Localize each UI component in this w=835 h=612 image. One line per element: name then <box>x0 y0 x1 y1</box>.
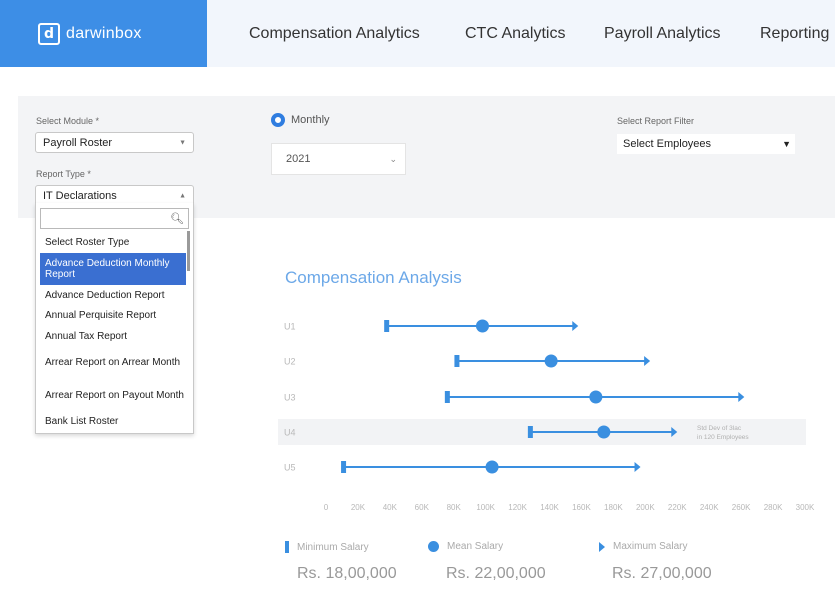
chevron-up-icon: ▲ <box>179 192 186 200</box>
chevron-down-icon: ⌄ <box>389 153 397 164</box>
nav-compensation-analytics[interactable]: Compensation Analytics <box>249 24 420 42</box>
monthly-radio-label[interactable]: Monthly <box>291 114 330 126</box>
nav-payroll-analytics[interactable]: Payroll Analytics <box>604 24 721 42</box>
x-tick-label: 120K <box>508 503 527 512</box>
min-marker <box>454 355 460 367</box>
report-filter-label: Select Report Filter <box>617 116 695 126</box>
legend-mean-value: Rs. 22,00,000 <box>446 565 546 582</box>
row-label: U4 <box>284 428 296 438</box>
report-filter-select-value: Select Employees <box>623 138 712 150</box>
row-label: U5 <box>284 463 296 473</box>
x-tick-label: 80K <box>447 503 462 512</box>
x-tick-label: 140K <box>540 503 559 512</box>
report-type-dropdown: 🔍︎ Select Roster Type Advance Deduction … <box>35 203 194 434</box>
row-label: U1 <box>284 322 296 332</box>
module-label: Select Module * <box>36 116 100 126</box>
legend-min-label: Minimum Salary <box>297 541 369 553</box>
min-marker <box>527 426 533 438</box>
logo[interactable]: d darwinbox <box>0 0 207 67</box>
legend-max-salary: Maximum Salary <box>599 541 687 552</box>
dot-marker-icon <box>428 541 439 552</box>
monthly-radio[interactable] <box>271 113 285 127</box>
dropdown-item-advance-deduction-report[interactable]: Advance Deduction Report <box>45 289 165 301</box>
dropdown-item-arrear-report-arrear-month[interactable]: Arrear Report on Arrear Month <box>45 356 181 368</box>
legend-min-salary: Minimum Salary <box>285 541 369 553</box>
dropdown-scrollbar[interactable] <box>187 231 190 271</box>
max-marker <box>671 427 678 437</box>
dropdown-item-select-roster-type[interactable]: Select Roster Type <box>45 236 130 248</box>
dropdown-item-arrear-report-payout-month[interactable]: Arrear Report on Payout Month <box>45 389 184 401</box>
legend-max-label: Maximum Salary <box>613 541 688 552</box>
dropdown-item-annual-perquisite-report[interactable]: Annual Perquisite Report <box>45 309 157 321</box>
x-tick-label: 40K <box>383 503 398 512</box>
row-label: U2 <box>284 357 296 367</box>
min-marker <box>341 461 347 473</box>
report-type-select[interactable]: IT Declarations ▲ <box>35 185 194 206</box>
mean-marker <box>475 319 489 333</box>
row-label: U3 <box>284 393 296 403</box>
chevron-down-icon: ▼ <box>179 139 186 146</box>
max-marker <box>644 356 651 366</box>
row-highlight <box>278 419 806 445</box>
max-marker <box>738 392 745 402</box>
top-bar: d darwinbox Compensation Analytics CTC A… <box>0 0 835 67</box>
x-tick-label: 0 <box>324 503 329 512</box>
x-tick-label: 60K <box>415 503 430 512</box>
x-tick-label: 200K <box>636 503 655 512</box>
mean-marker <box>589 390 603 404</box>
module-select[interactable]: Payroll Roster ▼ <box>35 132 194 153</box>
logo-text: darwinbox <box>66 24 142 42</box>
year-select[interactable]: 2021 ⌄ <box>271 143 406 175</box>
min-marker <box>444 391 450 403</box>
x-tick-label: 300K <box>796 503 815 512</box>
report-type-label: Report Type * <box>36 169 91 179</box>
year-select-value: 2021 <box>286 153 311 165</box>
max-marker <box>634 462 641 472</box>
caret-down-icon: ▼ <box>782 139 791 149</box>
x-tick-label: 240K <box>700 503 719 512</box>
dropdown-item-bank-list-roster[interactable]: Bank List Roster <box>45 415 119 427</box>
module-select-value: Payroll Roster <box>43 136 113 149</box>
row-annotation-line1: Std Dev of 3lac <box>697 425 742 432</box>
logo-mark-icon: d <box>38 22 60 45</box>
legend-mean-label: Mean Salary <box>447 541 504 552</box>
report-type-select-value: IT Declarations <box>43 190 117 202</box>
x-tick-label: 220K <box>668 503 687 512</box>
x-tick-label: 100K <box>476 503 495 512</box>
nav-reporting[interactable]: Reporting <box>760 24 830 42</box>
x-tick-label: 280K <box>764 503 783 512</box>
chart-title: Compensation Analysis <box>285 268 462 287</box>
report-filter-select[interactable]: Select Employees ▼ <box>617 134 795 154</box>
row-annotation-line2: in 120 Employees <box>697 434 749 441</box>
legend-mean-salary: Mean Salary <box>428 541 503 552</box>
arrow-marker-icon <box>599 541 605 552</box>
search-icon: 🔍︎ <box>170 213 184 225</box>
nav-ctc-analytics[interactable]: CTC Analytics <box>465 24 566 42</box>
min-marker <box>384 320 390 332</box>
max-marker <box>572 321 579 331</box>
mean-marker <box>544 354 558 368</box>
x-tick-label: 180K <box>604 503 623 512</box>
legend-max-value: Rs. 27,00,000 <box>612 565 712 582</box>
bar-marker-icon <box>285 541 289 553</box>
dropdown-item-advance-deduction-monthly-report[interactable]: Advance Deduction Monthly Report <box>40 253 186 285</box>
dropdown-item-annual-tax-report[interactable]: Annual Tax Report <box>45 330 128 342</box>
legend-min-value: Rs. 18,00,000 <box>297 565 397 582</box>
x-tick-label: 260K <box>732 503 751 512</box>
mean-marker <box>485 460 499 474</box>
x-tick-label: 20K <box>351 503 366 512</box>
mean-marker <box>597 425 611 439</box>
dropdown-search-input[interactable]: 🔍︎ <box>40 208 189 229</box>
x-tick-label: 160K <box>572 503 591 512</box>
